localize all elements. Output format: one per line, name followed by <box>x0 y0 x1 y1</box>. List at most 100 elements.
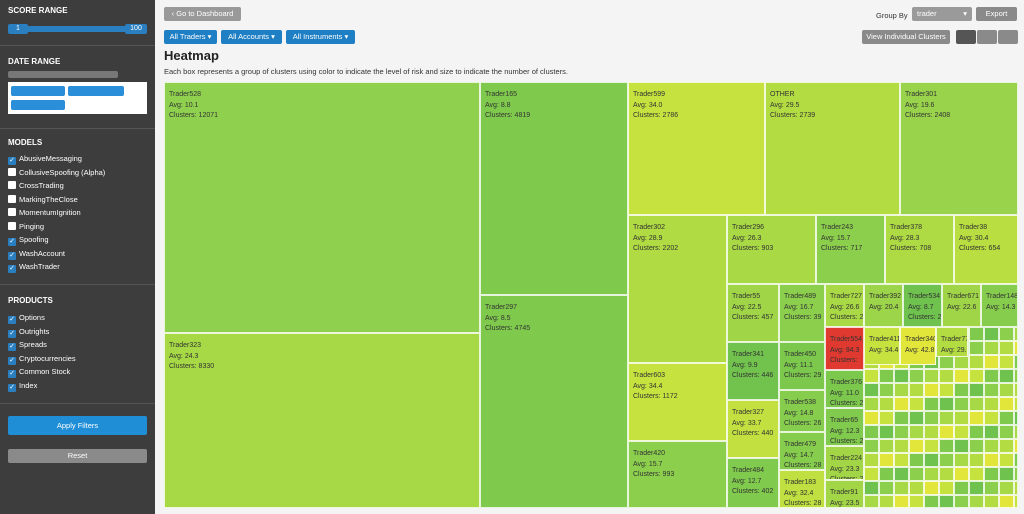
checkbox-row[interactable]: MomentumIgnition <box>8 208 81 217</box>
checkbox-row[interactable]: ✓ Options <box>8 313 45 324</box>
filter-dropdown[interactable]: All Accounts ▾ <box>221 30 282 44</box>
heatmap-cell[interactable]: Trader224 Avg: 23.3 Clusters: 2 <box>825 446 864 480</box>
heatmap-cell[interactable]: Trader411 Avg: 34.4 <box>864 327 900 365</box>
tag[interactable] <box>11 86 65 96</box>
heatmap-cell[interactable]: Trader38 Avg: 30.4 Clusters: 654 <box>954 215 1018 284</box>
heatmap-cell[interactable]: Trader727 Avg: 26.6 Clusters: 2 <box>825 284 864 327</box>
heatmap-cell[interactable]: Trader323 Avg: 24.3 Clusters: 8330 <box>164 333 480 508</box>
heatmap-cell[interactable]: Trader301 Avg: 19.6 Clusters: 2408 <box>900 82 1018 215</box>
heatmap-cell[interactable]: Trader420 Avg: 15.7 Clusters: 993 <box>628 441 727 508</box>
checkbox-row[interactable]: Pinging <box>8 221 44 231</box>
heatmap-cell[interactable]: Trader376 Avg: 11.0 Clusters: 2 <box>825 370 864 408</box>
cell-avg: Avg: 22.6 <box>947 303 977 311</box>
checkbox[interactable] <box>8 181 16 189</box>
checkbox[interactable]: ✓ <box>8 238 16 246</box>
checkbox[interactable] <box>8 208 16 216</box>
slider-max[interactable]: 100 <box>125 24 147 34</box>
cell-avg: Avg: 30.4 <box>959 234 989 242</box>
back-button[interactable]: ‹ Go to Dashboard <box>164 7 241 21</box>
checkbox[interactable]: ✓ <box>8 343 16 351</box>
checkbox-row[interactable]: ✓ AbusiveMessaging <box>8 154 82 165</box>
heatmap-cell[interactable]: Trader148 Avg: 14.3 <box>981 284 1018 327</box>
checkbox[interactable]: ✓ <box>8 329 16 338</box>
heatmap-cell[interactable]: Trader599 Avg: 34.0 Clusters: 2786 <box>628 82 765 215</box>
checkbox-row[interactable]: ✓ Spreads <box>8 340 47 351</box>
heatmap-cell[interactable]: Trader243 Avg: 15.7 Clusters: 717 <box>816 215 885 284</box>
section-title: PRODUCTS <box>8 296 53 305</box>
slider-track[interactable] <box>12 26 145 32</box>
checkbox[interactable]: ✓ <box>8 370 16 378</box>
heatmap-cell[interactable]: Trader297 Avg: 8.5 Clusters: 4745 <box>480 295 628 508</box>
checkbox-row[interactable]: ✓ Outrights <box>8 327 49 338</box>
checkbox[interactable]: ✓ <box>8 265 16 273</box>
checkbox[interactable]: ✓ <box>8 157 16 165</box>
checkbox[interactable]: ✓ <box>8 356 16 365</box>
view-clusters-button[interactable]: View Individual Clusters <box>862 30 950 44</box>
checkbox-row[interactable]: ✓ Common Stock <box>8 367 70 378</box>
export-button[interactable]: Export <box>976 7 1017 21</box>
view-layers[interactable] <box>998 30 1018 44</box>
heatmap-cell[interactable]: Trader296 Avg: 26.3 Clusters: 903 <box>727 215 816 284</box>
heatmap-small-cell <box>909 467 924 481</box>
heatmap-small-cell <box>864 467 879 481</box>
heatmap-cell[interactable]: Trader671 Avg: 22.6 <box>942 284 981 327</box>
checkbox-row[interactable]: ✓ WashAccount <box>8 249 65 260</box>
heatmap-cell[interactable]: Trader378 Avg: 28.3 Clusters: 708 <box>885 215 954 284</box>
checkbox[interactable] <box>8 221 16 230</box>
checkbox-row[interactable]: MarkingTheClose <box>8 194 78 204</box>
heatmap-cell[interactable]: Trader55 Avg: 22.5 Clusters: 457 <box>727 284 779 342</box>
checkbox-row[interactable]: ✓ Cryptocurrencies <box>8 354 76 365</box>
checkbox-row[interactable]: ✓ WashTrader <box>8 262 60 273</box>
checkbox[interactable] <box>8 167 16 176</box>
heatmap-cell[interactable]: Trader528 Avg: 10.1 Clusters: 12071 <box>164 82 480 333</box>
heatmap-cell[interactable]: Trader77 Avg: 29. <box>936 327 968 357</box>
heatmap-cell[interactable]: Trader538 Avg: 14.8 Clusters: 26 <box>779 390 825 432</box>
date-tags[interactable] <box>8 82 147 114</box>
date-picker[interactable] <box>8 71 118 78</box>
heatmap-cell[interactable]: Trader603 Avg: 34.4 Clusters: 1172 <box>628 363 727 441</box>
cell-name: Trader165 <box>485 91 518 98</box>
apply-button[interactable]: Apply Filters <box>8 416 147 435</box>
heatmap-cell[interactable]: Trader165 Avg: 8.8 Clusters: 4819 <box>480 82 628 295</box>
cell-clusters: Clusters: <box>830 357 858 364</box>
view-chart[interactable] <box>977 30 997 44</box>
heatmap-cell[interactable]: Trader183 Avg: 32.4 Clusters: 28 <box>779 470 825 508</box>
checkbox[interactable]: ✓ <box>8 316 16 324</box>
heatmap-small-cell <box>924 495 939 508</box>
tag[interactable] <box>11 100 65 110</box>
slider-min[interactable]: 1 <box>8 24 28 34</box>
checkbox-row[interactable]: CrossTrading <box>8 181 64 190</box>
heatmap-cell[interactable]: Trader302 Avg: 28.9 Clusters: 2202 <box>628 215 727 363</box>
checkbox-row[interactable]: CollusiveSpoofing (Alpha) <box>8 167 105 177</box>
heatmap-small-cell <box>999 397 1014 411</box>
checkbox-row[interactable]: ✓ Index <box>8 381 37 392</box>
filter-dropdown[interactable]: All Instruments ▾ <box>286 30 355 44</box>
checkbox-label: WashTrader <box>19 262 60 271</box>
dropdown-label: All Instruments <box>292 32 343 41</box>
filter-dropdown[interactable]: All Traders ▾ <box>164 30 217 44</box>
reset-button[interactable]: Reset <box>8 449 147 463</box>
heatmap-cell[interactable]: Trader341 Avg: 9.9 Clusters: 446 <box>727 342 779 400</box>
heatmap-cell[interactable]: Trader534 Avg: 8.7 Clusters: 2 <box>903 284 942 327</box>
heatmap-cell[interactable]: Trader479 Avg: 14.7 Clusters: 28 <box>779 432 825 470</box>
view-grid[interactable] <box>956 30 976 44</box>
heatmap-cell[interactable]: Trader484 Avg: 12.7 Clusters: 402 <box>727 458 779 508</box>
checkbox[interactable]: ✓ <box>8 251 16 260</box>
heatmap-cell[interactable]: Trader489 Avg: 16.7 Clusters: 39 <box>779 284 825 342</box>
heatmap-cell[interactable]: Trader340 Avg: 42.8 <box>900 327 936 365</box>
heatmap-cell[interactable]: Trader554 Avg: 94.3 Clusters: <box>825 327 864 370</box>
heatmap-cell[interactable]: Trader450 Avg: 11.1 Clusters: 29 <box>779 342 825 390</box>
heatmap-small-cell <box>954 439 969 453</box>
group-by-select[interactable]: trader ▾ <box>912 7 972 21</box>
heatmap-cell[interactable]: Trader327 Avg: 33.7 Clusters: 440 <box>727 400 779 458</box>
heatmap-small-cell <box>969 495 984 508</box>
heatmap-cell[interactable]: OTHER Avg: 29.5 Clusters: 2739 <box>765 82 900 215</box>
tag[interactable] <box>68 86 124 96</box>
heatmap-cell[interactable]: Trader392 Avg: 20.4 <box>864 284 903 327</box>
checkbox[interactable] <box>8 194 16 203</box>
checkbox[interactable]: ✓ <box>8 383 16 392</box>
checkbox-row[interactable]: ✓ Spoofing <box>8 235 49 246</box>
cell-avg: Avg: 42.8 <box>905 346 935 354</box>
heatmap-cell[interactable]: Trader65 Avg: 12.3 Clusters: 2 <box>825 408 864 446</box>
